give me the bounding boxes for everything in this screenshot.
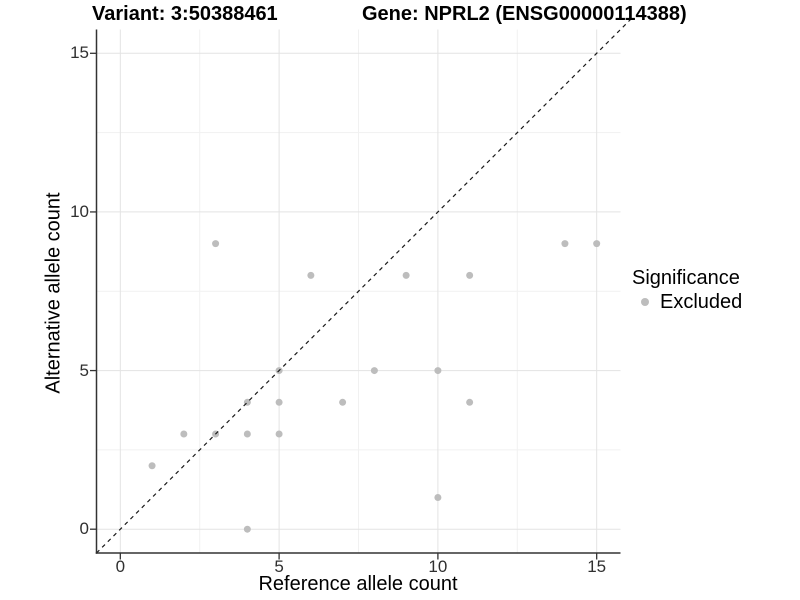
x-axis-title: Reference allele count bbox=[258, 573, 458, 595]
data-point bbox=[275, 430, 283, 438]
y-tick-label: 15 bbox=[70, 43, 89, 63]
x-tick-label: 0 bbox=[115, 557, 126, 576]
data-point bbox=[180, 430, 188, 438]
x-tick-label: 10 bbox=[428, 557, 448, 576]
x-tick-label: 15 bbox=[587, 557, 607, 576]
x-tick-label: 5 bbox=[274, 557, 284, 576]
identity-line bbox=[96, 17, 633, 554]
data-point bbox=[434, 367, 442, 375]
data-point bbox=[466, 398, 474, 406]
data-point bbox=[275, 398, 283, 406]
data-point bbox=[148, 462, 156, 470]
excluded-point-swatch bbox=[641, 298, 649, 306]
y-tick-label: 5 bbox=[79, 360, 89, 380]
data-point bbox=[339, 398, 347, 406]
plot-title-variant: Variant: 3:50388461 bbox=[92, 3, 278, 25]
data-point bbox=[593, 240, 601, 248]
y-tick-label: 0 bbox=[79, 519, 89, 539]
data-point bbox=[243, 525, 251, 533]
legend-item-label: Excluded bbox=[660, 291, 743, 313]
data-point bbox=[466, 271, 474, 279]
legend-item-excluded: Excluded bbox=[632, 291, 742, 313]
legend-title: Significance bbox=[632, 267, 740, 289]
data-point bbox=[212, 240, 220, 248]
data-point bbox=[370, 367, 378, 375]
data-point bbox=[307, 271, 315, 279]
y-tick-label: 10 bbox=[70, 201, 89, 221]
data-point bbox=[434, 493, 442, 501]
plot-title-gene: Gene: NPRL2 (ENSG00000114388) bbox=[362, 3, 687, 25]
data-point bbox=[561, 240, 569, 248]
data-point bbox=[402, 271, 410, 279]
legend: Significance Excluded bbox=[632, 266, 742, 313]
data-point bbox=[243, 430, 251, 438]
